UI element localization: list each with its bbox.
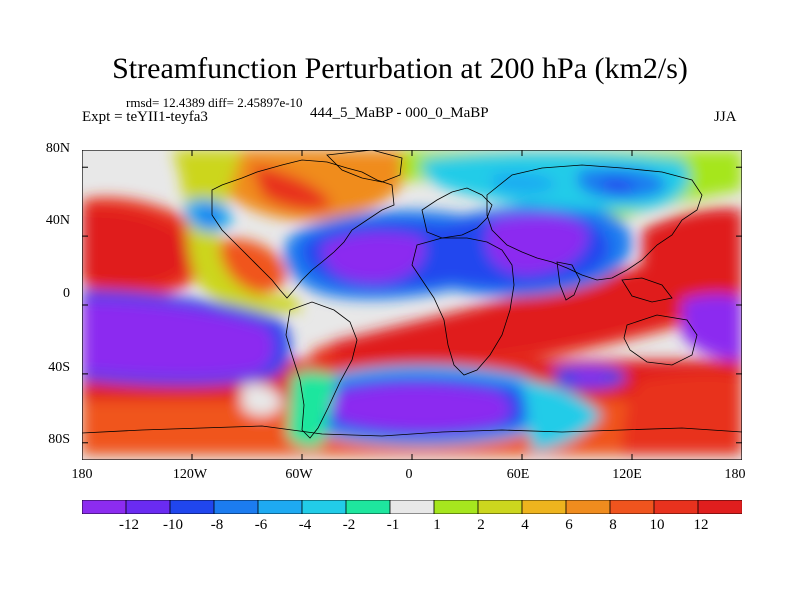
colorbar-tick-label: -1 xyxy=(386,517,400,533)
difference-label: 444_5_MaBP - 000_0_MaBP xyxy=(310,105,489,121)
chart-title: Streamfunction Perturbation at 200 hPa (… xyxy=(112,52,688,85)
colorbar-tick-label: 12 xyxy=(693,517,709,533)
colorbar-swatch xyxy=(477,500,523,514)
stats-label: rmsd= 12.4389 diff= 2.45897e-10 xyxy=(126,95,303,110)
colorbar-swatch xyxy=(257,500,303,514)
colorbar-swatch xyxy=(521,500,567,514)
x-tick-label: 120W xyxy=(172,467,208,482)
x-tick-label: 180 xyxy=(724,467,746,482)
experiment-label: Expt = teYII1-teyfa3 xyxy=(82,109,208,125)
y-tick-label: 80S xyxy=(48,432,70,447)
colorbar-tick-label: 8 xyxy=(609,517,617,533)
colorbar-swatch xyxy=(565,500,611,514)
x-tick-label: 60W xyxy=(285,467,313,482)
colorbar-tick-label: 4 xyxy=(521,517,529,533)
colorbar-tick-label: -8 xyxy=(210,517,224,533)
colorbar-tick-label: 10 xyxy=(649,517,665,533)
colorbar-swatch xyxy=(213,500,259,514)
streamfunction-map xyxy=(82,150,742,460)
season-label: JJA xyxy=(714,109,737,125)
colorbar-tick-label: 1 xyxy=(433,517,441,533)
colorbar-swatch xyxy=(125,500,171,514)
colorbar-tick-label: -10 xyxy=(163,517,183,533)
colorbar-tick-label: 6 xyxy=(565,517,573,533)
y-tick-label: 40S xyxy=(48,360,70,375)
colorbar-swatch xyxy=(653,500,699,514)
colorbar-swatch xyxy=(389,500,435,514)
colorbar-tick-label: -12 xyxy=(119,517,139,533)
colorbar-tick-label: -6 xyxy=(254,517,268,533)
x-tick-label: 180 xyxy=(71,467,93,482)
colorbar-tick-label: 2 xyxy=(477,517,485,533)
field-shading xyxy=(82,150,742,455)
y-tick-label: 0 xyxy=(63,286,70,301)
colorbar-swatch xyxy=(169,500,215,514)
colorbar-swatch xyxy=(345,500,391,514)
y-tick-label: 40N xyxy=(45,213,70,228)
colorbar-tick-label: -4 xyxy=(298,517,312,533)
colorbar xyxy=(82,500,742,514)
colorbar-swatch xyxy=(82,500,127,514)
colorbar-swatch xyxy=(301,500,347,514)
colorbar-swatch xyxy=(609,500,655,514)
x-tick-label: 120E xyxy=(612,467,642,482)
coastlines xyxy=(82,150,742,460)
y-tick-label: 80N xyxy=(45,141,70,156)
colorbar-swatch xyxy=(697,500,742,514)
colorbar-tick-label: -2 xyxy=(342,517,356,533)
colorbar-swatch xyxy=(433,500,479,514)
x-tick-label: 60E xyxy=(506,467,530,482)
x-tick-label: 0 xyxy=(405,467,413,482)
